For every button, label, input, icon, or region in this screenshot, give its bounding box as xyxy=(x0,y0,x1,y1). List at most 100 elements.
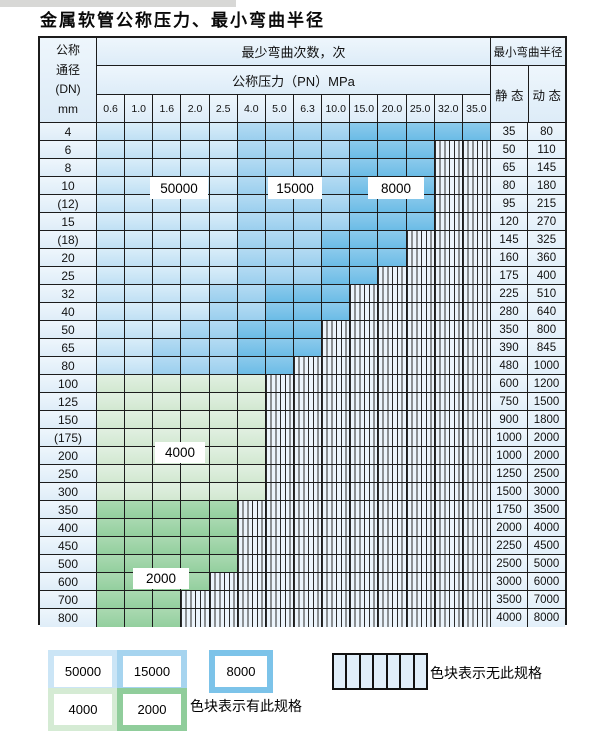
spec-cell-4 xyxy=(125,375,154,392)
no-spec-cell xyxy=(462,573,490,590)
no-spec-cell xyxy=(434,195,463,212)
spec-cell-50 xyxy=(97,195,126,212)
spec-cell-50 xyxy=(209,195,238,212)
static-radius-value: 3500 xyxy=(491,591,528,608)
no-spec-cell xyxy=(434,141,463,158)
no-spec-cell xyxy=(237,573,266,590)
legend-swatch-8000: 8000 xyxy=(209,650,273,693)
hatch-cell xyxy=(387,655,402,688)
spec-cell-4 xyxy=(181,483,210,500)
table-row: 500 2500 5000 xyxy=(40,555,565,573)
spec-cell-50 xyxy=(97,339,126,356)
table-header: 公称 通径 (DN) mm 最少弯曲次数，次 公称压力（PN）MPa 0.6 1.… xyxy=(40,38,565,123)
static-radius-value: 3000 xyxy=(491,573,528,590)
pressure-cells xyxy=(97,501,491,518)
spec-cell-2 xyxy=(97,501,126,518)
pressure-cells xyxy=(97,429,491,446)
spec-cell-8 xyxy=(237,339,266,356)
static-radius-value: 160 xyxy=(491,249,528,266)
spec-cell-50 xyxy=(97,123,126,140)
hatch-cell xyxy=(334,655,348,688)
dn-cell: 200 xyxy=(40,447,97,464)
pressure-cells xyxy=(97,537,491,554)
label-8000: 8000 xyxy=(368,177,424,199)
spec-cell-4 xyxy=(125,447,154,464)
no-spec-cell xyxy=(209,591,238,608)
no-spec-cell xyxy=(462,501,490,518)
spec-cell-50 xyxy=(209,123,238,140)
no-spec-cell xyxy=(434,411,463,428)
no-spec-cell xyxy=(462,483,490,500)
no-spec-cell xyxy=(293,537,323,554)
spec-cell-50 xyxy=(181,141,210,158)
no-spec-cell xyxy=(322,573,351,590)
spec-cell-8 xyxy=(293,321,323,338)
no-spec-cell xyxy=(350,339,379,356)
pressure-cells xyxy=(97,159,491,176)
spec-cell-4 xyxy=(153,375,182,392)
no-spec-cell xyxy=(350,321,379,338)
no-spec-cell xyxy=(322,537,351,554)
spec-cell-4 xyxy=(181,429,210,446)
spec-cell-8 xyxy=(406,141,435,158)
pressure-cells xyxy=(97,609,491,627)
no-spec-cell xyxy=(265,555,294,572)
spec-cell-50 xyxy=(97,357,126,374)
no-spec-cell xyxy=(237,519,266,536)
dynamic-radius-value: 845 xyxy=(528,339,565,356)
spec-cell-4 xyxy=(181,465,210,482)
no-spec-cell xyxy=(434,159,463,176)
no-spec-cell xyxy=(293,609,323,627)
spec-cell-8 xyxy=(237,321,266,338)
static-radius-value: 145 xyxy=(491,231,528,248)
spec-table: 公称 通径 (DN) mm 最少弯曲次数，次 公称压力（PN）MPa 0.6 1.… xyxy=(38,36,567,627)
no-spec-cell xyxy=(434,375,463,392)
spec-cell-8 xyxy=(350,159,379,176)
no-spec-cell xyxy=(434,609,463,627)
no-spec-cell xyxy=(378,537,407,554)
spec-cell-2 xyxy=(125,501,154,518)
pressure-cells xyxy=(97,519,491,536)
spec-cell-15 xyxy=(293,267,323,284)
no-spec-cell xyxy=(434,321,463,338)
no-spec-cell xyxy=(434,393,463,410)
spec-cell-50 xyxy=(97,321,126,338)
spec-cell-4 xyxy=(237,447,266,464)
no-spec-cell xyxy=(378,555,407,572)
no-spec-cell xyxy=(350,609,379,627)
no-spec-cell xyxy=(462,375,490,392)
pressure-cells xyxy=(97,339,491,356)
dn-header-line: (DN) xyxy=(55,82,81,96)
table-row: 40 280 640 xyxy=(40,303,565,321)
pressure-cells xyxy=(97,393,491,410)
label-15000: 15000 xyxy=(268,177,322,199)
static-radius-value: 80 xyxy=(491,177,528,194)
no-spec-cell xyxy=(434,483,463,500)
dn-cell: (18) xyxy=(40,231,97,248)
no-spec-cell xyxy=(462,249,490,266)
no-spec-cell xyxy=(378,483,407,500)
spec-cell-50 xyxy=(209,159,238,176)
pressure-cells xyxy=(97,375,491,392)
spec-cell-15 xyxy=(209,357,238,374)
static-radius-value: 1750 xyxy=(491,501,528,518)
spec-cell-50 xyxy=(125,141,154,158)
spec-cell-15 xyxy=(293,231,323,248)
no-spec-cell xyxy=(322,483,351,500)
spec-cell-50 xyxy=(125,267,154,284)
no-spec-cell xyxy=(434,231,463,248)
bend-section-header: 最少弯曲次数，次 公称压力（PN）MPa 0.6 1.0 1.6 2.0 2.5 4.0 5… xyxy=(97,38,491,123)
no-spec-cell xyxy=(350,483,379,500)
static-radius-value: 2500 xyxy=(491,555,528,572)
spec-cell-4 xyxy=(97,375,126,392)
no-spec-cell xyxy=(406,303,435,320)
spec-cell-4 xyxy=(181,393,210,410)
legend-no-spec-text: 色块表示无此规格 xyxy=(430,665,542,681)
no-spec-cell xyxy=(462,285,490,302)
spec-cell-8 xyxy=(350,195,379,212)
no-spec-cell xyxy=(378,429,407,446)
spec-cell-4 xyxy=(125,411,154,428)
no-spec-cell xyxy=(322,501,351,518)
spec-cell-8 xyxy=(350,123,379,140)
pressure-cells xyxy=(97,249,491,266)
